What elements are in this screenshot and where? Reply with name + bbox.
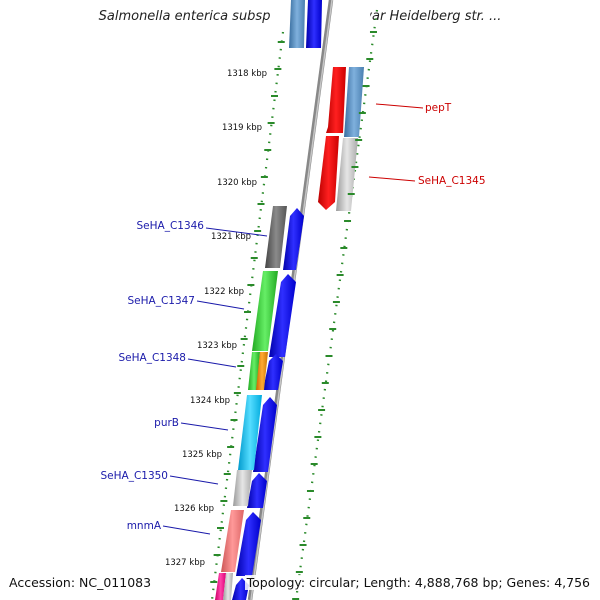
cds-SeHA_C1345-reverse xyxy=(318,136,339,210)
inner-dotted-boundary xyxy=(210,31,285,600)
gene-label-purB[interactable]: purB xyxy=(154,417,179,429)
cds-pepT-reverse xyxy=(326,67,346,133)
leader-line xyxy=(196,300,245,310)
map-ring-band-outer xyxy=(250,0,372,600)
tick-label: 1327 kbp xyxy=(165,558,205,568)
outer-dotted-boundary xyxy=(294,9,379,600)
cog-pepT xyxy=(344,67,364,137)
cds-SeHA_C1347-forward xyxy=(269,274,296,357)
cds-SeHA_C1350-forward xyxy=(247,473,267,508)
tick-labels: 1318 kbp 1319 kbp 1320 kbp 1321 kbp 1322… xyxy=(165,69,267,568)
gene-labels-right: pepT SeHA_C1345 xyxy=(368,102,486,187)
gene-label-SeHA_C1346[interactable]: SeHA_C1346 xyxy=(136,220,204,232)
leader-line xyxy=(162,525,211,535)
tick-label: 1322 kbp xyxy=(204,287,244,297)
tick-label: 1319 kbp xyxy=(222,123,262,133)
cds-feature-top-steel xyxy=(289,0,305,48)
tick-marks xyxy=(210,31,377,600)
gene-labels-left: SeHA_C1346 SeHA_C1347 SeHA_C1348 purB Se… xyxy=(100,220,268,535)
leader-line xyxy=(368,176,416,182)
cog-bottom-gray xyxy=(223,573,233,600)
cog-SeHA_C1345 xyxy=(336,138,358,211)
gene-label-SeHA_C1348[interactable]: SeHA_C1348 xyxy=(118,352,186,364)
cog-mnmA xyxy=(221,510,244,572)
cog-bottom-pink xyxy=(215,573,226,600)
cds-purB-forward xyxy=(253,397,277,472)
gene-label-SeHA_C1345[interactable]: SeHA_C1345 xyxy=(418,175,486,187)
genome-summary-text: Topology: circular; Length: 4,888,768 bp… xyxy=(244,575,592,590)
leader-line xyxy=(169,475,219,485)
tick-label: 1321 kbp xyxy=(211,232,251,242)
leader-line xyxy=(180,422,229,431)
cog-SeHA_C1350 xyxy=(233,470,252,506)
tick-label: 1320 kbp xyxy=(217,178,257,188)
tick-label: 1326 kbp xyxy=(174,504,214,514)
gene-label-SeHA_C1347[interactable]: SeHA_C1347 xyxy=(127,295,195,307)
cds-SeHA_C1348-forward xyxy=(263,354,283,390)
cog-SeHA_C1348-orange xyxy=(256,352,268,390)
tick-label: 1325 kbp xyxy=(182,450,222,460)
accession-text: Accession: NC_011083 xyxy=(7,575,154,590)
map-ring-band xyxy=(194,0,320,600)
cog-purB xyxy=(238,395,262,470)
cog-SeHA_C1346 xyxy=(265,206,287,268)
tick-label: 1318 kbp xyxy=(227,69,267,79)
cog-SeHA_C1347 xyxy=(252,271,278,351)
tick-label: 1324 kbp xyxy=(190,396,230,406)
gene-label-SeHA_C1350[interactable]: SeHA_C1350 xyxy=(100,470,168,482)
leader-line xyxy=(375,103,424,109)
gene-label-mnmA[interactable]: mnmA xyxy=(127,520,162,532)
cds-SeHA_C1346-forward xyxy=(283,208,304,270)
gene-label-pepT[interactable]: pepT xyxy=(425,102,452,114)
tick-label: 1323 kbp xyxy=(197,341,237,351)
cds-feature-top-blue xyxy=(306,0,322,48)
leader-line xyxy=(205,227,268,237)
leader-line xyxy=(187,358,237,368)
cds-mnmA-forward xyxy=(236,512,261,576)
